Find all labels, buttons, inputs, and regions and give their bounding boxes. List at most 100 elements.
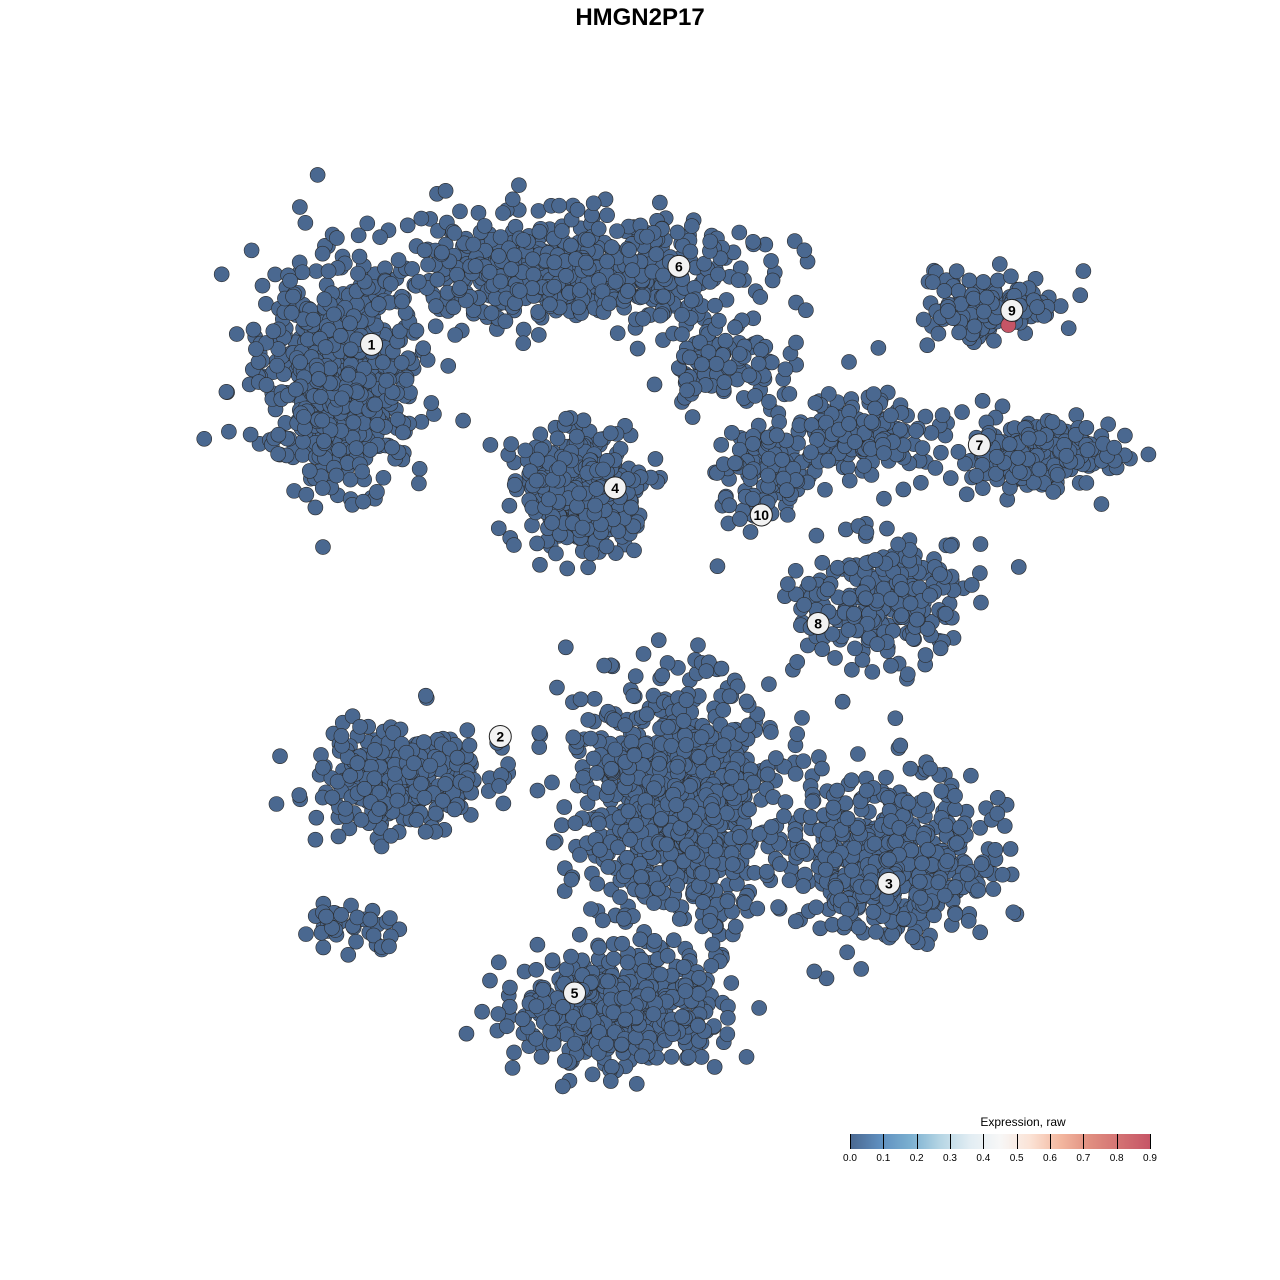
data-point bbox=[583, 545, 600, 562]
data-point bbox=[947, 788, 963, 804]
data-point bbox=[369, 484, 385, 500]
data-point bbox=[779, 507, 796, 523]
data-point bbox=[461, 737, 478, 754]
data-point bbox=[892, 737, 909, 754]
data-point bbox=[665, 932, 682, 949]
cluster-label-text: 6 bbox=[675, 258, 683, 274]
data-point bbox=[819, 581, 836, 598]
data-point bbox=[900, 794, 917, 811]
data-point bbox=[635, 646, 652, 662]
data-point bbox=[607, 741, 624, 758]
data-point bbox=[707, 297, 723, 314]
data-point bbox=[628, 1076, 645, 1092]
data-point bbox=[623, 734, 640, 750]
data-point bbox=[865, 904, 882, 920]
data-point bbox=[796, 242, 813, 259]
data-point bbox=[789, 726, 806, 742]
data-point bbox=[348, 440, 365, 456]
data-point bbox=[356, 781, 373, 797]
cluster-label-text: 5 bbox=[571, 985, 579, 1001]
data-point bbox=[588, 765, 605, 781]
data-point bbox=[720, 1010, 736, 1026]
data-point bbox=[927, 460, 944, 476]
data-point bbox=[763, 354, 780, 371]
data-point bbox=[636, 963, 653, 979]
data-point bbox=[585, 195, 602, 212]
data-point bbox=[332, 328, 349, 344]
data-point bbox=[814, 641, 831, 657]
data-point bbox=[942, 470, 959, 486]
data-point bbox=[570, 299, 587, 316]
data-point bbox=[817, 481, 833, 498]
data-point bbox=[966, 318, 983, 335]
data-point bbox=[883, 407, 899, 424]
data-point bbox=[270, 426, 287, 443]
data-point bbox=[629, 340, 646, 357]
data-point bbox=[764, 272, 781, 289]
data-point bbox=[752, 289, 769, 305]
data-point bbox=[381, 938, 397, 955]
data-point bbox=[228, 326, 245, 342]
data-point bbox=[557, 639, 574, 656]
data-point bbox=[758, 863, 775, 880]
data-point bbox=[710, 266, 726, 283]
data-point bbox=[372, 229, 388, 245]
data-point bbox=[711, 312, 727, 329]
data-point bbox=[850, 746, 866, 762]
data-point bbox=[315, 759, 331, 776]
data-point bbox=[337, 800, 354, 817]
data-point bbox=[684, 409, 701, 425]
data-point bbox=[626, 542, 642, 559]
data-point bbox=[298, 926, 314, 942]
data-point bbox=[990, 272, 1006, 289]
data-point bbox=[691, 970, 707, 986]
data-point bbox=[565, 729, 582, 746]
data-point bbox=[584, 1066, 601, 1083]
data-point bbox=[503, 261, 520, 278]
data-point bbox=[413, 210, 430, 227]
data-point bbox=[591, 939, 607, 956]
data-point bbox=[683, 292, 700, 309]
data-point bbox=[315, 939, 332, 956]
data-point bbox=[937, 606, 954, 622]
data-point bbox=[698, 663, 715, 679]
data-point bbox=[603, 761, 620, 777]
data-point bbox=[937, 817, 954, 834]
data-point bbox=[705, 756, 722, 772]
data-point bbox=[506, 537, 522, 553]
data-point bbox=[295, 433, 311, 450]
data-point bbox=[546, 254, 563, 271]
data-point bbox=[393, 354, 410, 371]
data-point bbox=[367, 396, 383, 413]
data-point bbox=[417, 823, 434, 840]
data-point bbox=[787, 766, 804, 782]
data-point bbox=[747, 388, 763, 404]
data-point bbox=[532, 557, 548, 573]
data-point bbox=[950, 444, 967, 460]
data-point bbox=[574, 519, 591, 536]
data-point bbox=[655, 288, 672, 305]
data-point bbox=[843, 772, 860, 788]
data-point bbox=[1140, 446, 1157, 463]
data-point bbox=[1031, 461, 1048, 478]
data-point bbox=[406, 755, 422, 771]
data-point bbox=[968, 467, 985, 484]
data-point bbox=[745, 234, 761, 250]
data-point bbox=[567, 1035, 583, 1052]
data-point bbox=[1020, 430, 1037, 447]
data-point bbox=[695, 894, 711, 910]
data-point bbox=[662, 860, 678, 876]
data-point bbox=[558, 410, 574, 427]
data-point bbox=[459, 722, 476, 738]
data-point bbox=[434, 244, 450, 261]
data-point bbox=[671, 911, 688, 927]
data-point bbox=[721, 497, 738, 514]
data-point bbox=[603, 1059, 620, 1075]
data-point bbox=[702, 233, 718, 250]
data-point bbox=[912, 889, 929, 906]
data-point bbox=[853, 961, 869, 977]
data-point bbox=[948, 263, 965, 279]
data-point bbox=[1010, 450, 1026, 466]
data-point bbox=[501, 497, 518, 514]
data-point bbox=[963, 577, 980, 593]
